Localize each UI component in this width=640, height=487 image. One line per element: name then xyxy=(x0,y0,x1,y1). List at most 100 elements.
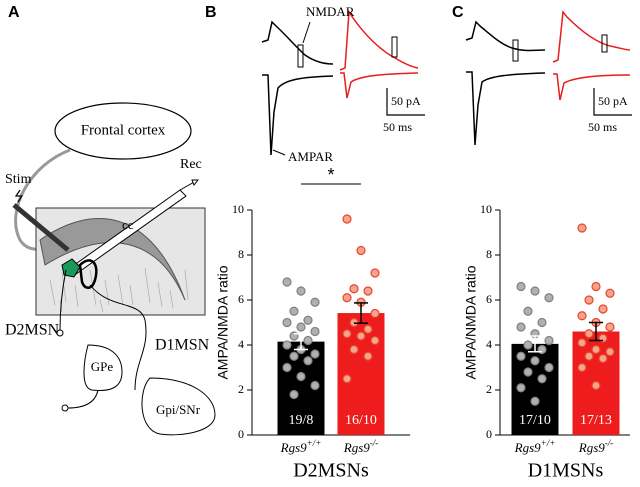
y-tick-label: 2 xyxy=(486,382,492,396)
n-label: 17/10 xyxy=(519,413,551,428)
category-superscript: +/+ xyxy=(541,438,556,448)
data-point xyxy=(289,306,299,316)
category-name: Rgs9 xyxy=(343,440,371,455)
data-point xyxy=(342,374,352,384)
category-superscript: -/- xyxy=(370,438,379,448)
data-point xyxy=(370,268,380,278)
data-point xyxy=(310,297,320,307)
category-name: Rgs9 xyxy=(578,440,606,455)
y-tick-label: 8 xyxy=(486,247,492,261)
scale-label: 50 ms xyxy=(383,120,412,134)
data-point xyxy=(282,340,292,350)
y-axis-label: AMPA/NMDA ratio xyxy=(463,265,479,379)
data-point xyxy=(605,288,615,298)
data-point xyxy=(516,322,526,332)
label: cc xyxy=(122,217,134,232)
data-point xyxy=(577,223,587,233)
data-point xyxy=(363,324,373,334)
data-point xyxy=(591,380,601,391)
data-point xyxy=(584,351,594,361)
data-point xyxy=(296,286,306,296)
n-label: 17/13 xyxy=(580,413,612,428)
significance-mark: * xyxy=(327,165,334,185)
data-point xyxy=(584,295,594,305)
circuit-diagram xyxy=(12,102,216,436)
data-point xyxy=(516,351,526,361)
label: GPe xyxy=(91,359,114,374)
traces xyxy=(261,9,632,156)
y-tick-label: 4 xyxy=(486,337,492,351)
panel-label: A xyxy=(8,4,20,21)
label: D1MSN xyxy=(155,337,210,354)
data-point xyxy=(591,344,601,355)
category-superscript: -/- xyxy=(605,438,614,448)
label: NMDAR xyxy=(306,4,355,19)
y-tick-label: 8 xyxy=(238,247,244,261)
y-tick-label: 10 xyxy=(232,202,244,216)
data-point xyxy=(349,284,359,294)
data-point xyxy=(523,367,533,377)
x-tick-label: Rgs9+/+ xyxy=(280,438,322,455)
data-point xyxy=(303,356,313,366)
y-tick-label: 6 xyxy=(238,292,244,306)
category-superscript: +/+ xyxy=(307,438,322,448)
y-axis-label: AMPA/NMDA ratio xyxy=(215,265,231,379)
data-point xyxy=(303,315,313,325)
data-point xyxy=(577,311,587,321)
x-axis-label: D1MSNs xyxy=(528,460,604,482)
data-point xyxy=(370,308,380,319)
data-point xyxy=(363,286,373,296)
data-point xyxy=(289,389,299,400)
y-tick-label: 0 xyxy=(238,427,244,441)
scale-label: 50 pA xyxy=(598,94,628,108)
data-point xyxy=(523,306,533,316)
x-tick-label: Rgs9-/- xyxy=(578,438,614,455)
category-name: Rgs9 xyxy=(280,440,308,455)
x-tick-label: Rgs9+/+ xyxy=(514,438,556,455)
data-point xyxy=(577,338,587,348)
data-point xyxy=(577,362,587,373)
data-point xyxy=(310,349,320,359)
scale-label: 50 pA xyxy=(391,94,421,108)
label: Rec xyxy=(180,157,202,172)
data-point xyxy=(342,293,352,303)
data-point xyxy=(296,322,306,332)
x-tick-label: Rgs9-/- xyxy=(343,438,379,455)
label: Frontal cortex xyxy=(81,122,166,138)
x-axis-label: D2MSNs xyxy=(293,460,369,482)
data-point xyxy=(303,335,313,346)
label: Gpi/SNr xyxy=(156,402,201,417)
y-tick-label: 2 xyxy=(238,382,244,396)
data-point xyxy=(605,347,615,357)
data-point xyxy=(544,335,554,346)
data-point xyxy=(537,374,547,384)
scale-label: 50 ms xyxy=(588,120,617,134)
data-point xyxy=(530,286,540,296)
data-point xyxy=(523,340,533,350)
data-point xyxy=(282,362,292,373)
y-tick-label: 10 xyxy=(480,202,492,216)
data-point xyxy=(516,281,526,292)
data-point xyxy=(342,214,352,224)
data-point xyxy=(516,383,526,393)
data-point xyxy=(310,326,320,337)
data-point xyxy=(591,281,601,292)
y-tick-label: 6 xyxy=(486,292,492,306)
data-point xyxy=(356,245,366,256)
panel-label: C xyxy=(452,4,464,21)
label: Stim xyxy=(5,172,32,187)
data-point xyxy=(282,277,292,287)
n-label: 16/10 xyxy=(345,413,377,428)
data-point xyxy=(530,356,540,366)
data-point xyxy=(598,304,608,314)
data-point xyxy=(370,335,380,346)
y-tick-label: 4 xyxy=(238,337,244,351)
data-point xyxy=(310,380,320,391)
label: AMPAR xyxy=(288,149,333,164)
data-point xyxy=(342,329,352,339)
data-point xyxy=(584,329,594,339)
data-point xyxy=(544,293,554,303)
data-point xyxy=(605,322,615,332)
data-point xyxy=(598,353,608,364)
